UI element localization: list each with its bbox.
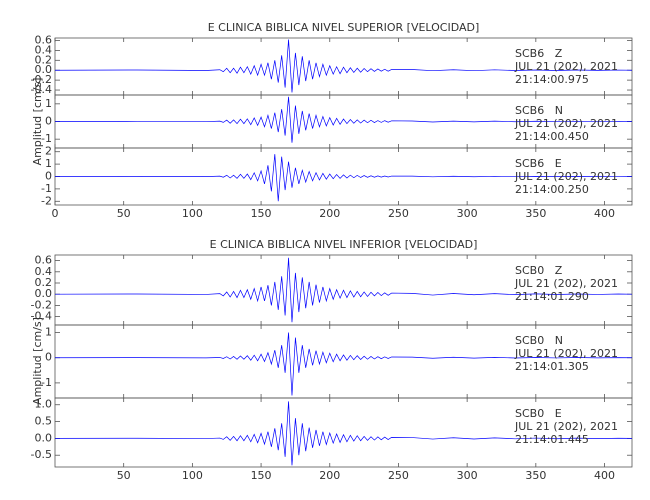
y-tick-label: 0.2: [35, 53, 53, 66]
y-tick-label: 1: [45, 326, 52, 339]
x-tick-label: 100: [182, 469, 203, 482]
x-tick-label: 0: [52, 207, 59, 220]
y-axis-label: Amplitud [cm/s]: [31, 317, 44, 405]
waveform: [54, 401, 633, 466]
y-tick-label: -0.4: [31, 83, 52, 96]
trace-annotation: SCB6 Z: [515, 47, 563, 60]
y-tick-label: 0.4: [35, 265, 53, 278]
y-tick-label: 0.0: [35, 431, 53, 444]
y-tick-label: -1: [41, 376, 52, 389]
trace-annotation: 21:14:01.445: [515, 433, 589, 446]
y-axis-label: Amplitud [cm/s]: [31, 78, 44, 166]
chart-title: E CLINICA BIBLICA NIVEL SUPERIOR [VELOCI…: [208, 21, 480, 34]
trace-annotation: SCB0 Z: [515, 264, 563, 277]
trace-annotation: SCB0 E: [515, 407, 562, 420]
y-tick-label: -0.4: [31, 310, 52, 323]
trace-annotation: 21:14:00.250: [515, 183, 589, 196]
trace-annotation: 21:14:01.290: [515, 290, 589, 303]
y-tick-label: -0.2: [31, 73, 52, 86]
trace-annotation: SCB6 N: [515, 104, 563, 117]
y-tick-label: -0.2: [31, 298, 52, 311]
x-tick-label: 350: [525, 207, 546, 220]
y-tick-label: -1: [41, 182, 52, 195]
y-tick-label: 0.0: [35, 287, 53, 300]
y-tick-label: 0: [45, 170, 52, 183]
x-tick-label: 400: [594, 207, 615, 220]
waveform: [54, 39, 633, 93]
x-tick-label: 350: [525, 469, 546, 482]
trace-annotation: JUL 21 (202), 2021: [514, 117, 618, 130]
y-tick-label: 1.0: [35, 398, 53, 411]
y-tick-label: -1: [41, 132, 52, 145]
y-tick-label: 0.4: [35, 43, 53, 56]
x-tick-label: 150: [251, 207, 272, 220]
y-tick-label: -2: [41, 194, 52, 207]
x-tick-label: 50: [117, 469, 131, 482]
x-tick-label: 200: [319, 207, 340, 220]
trace-annotation: 21:14:00.975: [515, 73, 589, 86]
x-tick-label: 50: [117, 207, 131, 220]
y-tick-label: 1: [45, 97, 52, 110]
x-tick-label: 300: [457, 469, 478, 482]
y-tick-label: 0: [45, 115, 52, 128]
trace-annotation: JUL 21 (202), 2021: [514, 347, 618, 360]
trace-annotation: JUL 21 (202), 2021: [514, 277, 618, 290]
y-tick-label: 0.5: [35, 415, 53, 428]
waveform: [54, 257, 633, 323]
y-tick-label: 0.6: [35, 33, 53, 46]
subplot-frame: [54, 397, 633, 468]
y-tick-label: 2: [45, 145, 52, 158]
x-tick-label: 100: [182, 207, 203, 220]
waveform: [54, 332, 633, 396]
trace-annotation: SCB0 N: [515, 334, 563, 347]
y-tick-label: 1: [45, 157, 52, 170]
chart-title: E CLINICA BIBLICA NIVEL INFERIOR [VELOCI…: [210, 238, 478, 251]
trace-annotation: JUL 21 (202), 2021: [514, 420, 618, 433]
trace-annotation: SCB6 E: [515, 157, 562, 170]
x-tick-label: 150: [251, 469, 272, 482]
x-tick-label: 300: [457, 207, 478, 220]
y-tick-label: 0: [45, 351, 52, 364]
x-tick-label: 200: [319, 469, 340, 482]
x-tick-label: 250: [388, 207, 409, 220]
waveform: [54, 154, 633, 202]
x-tick-label: 400: [594, 469, 615, 482]
y-tick-label: 0.6: [35, 254, 53, 267]
trace-annotation: JUL 21 (202), 2021: [514, 60, 618, 73]
y-tick-label: 0.2: [35, 276, 53, 289]
waveform: [54, 96, 633, 143]
trace-annotation: JUL 21 (202), 2021: [514, 170, 618, 183]
trace-annotation: 21:14:01.305: [515, 360, 589, 373]
trace-annotation: 21:14:00.450: [515, 130, 589, 143]
y-tick-label: 0.0: [35, 63, 53, 76]
x-tick-label: 250: [388, 469, 409, 482]
y-tick-label: -0.5: [31, 448, 52, 461]
